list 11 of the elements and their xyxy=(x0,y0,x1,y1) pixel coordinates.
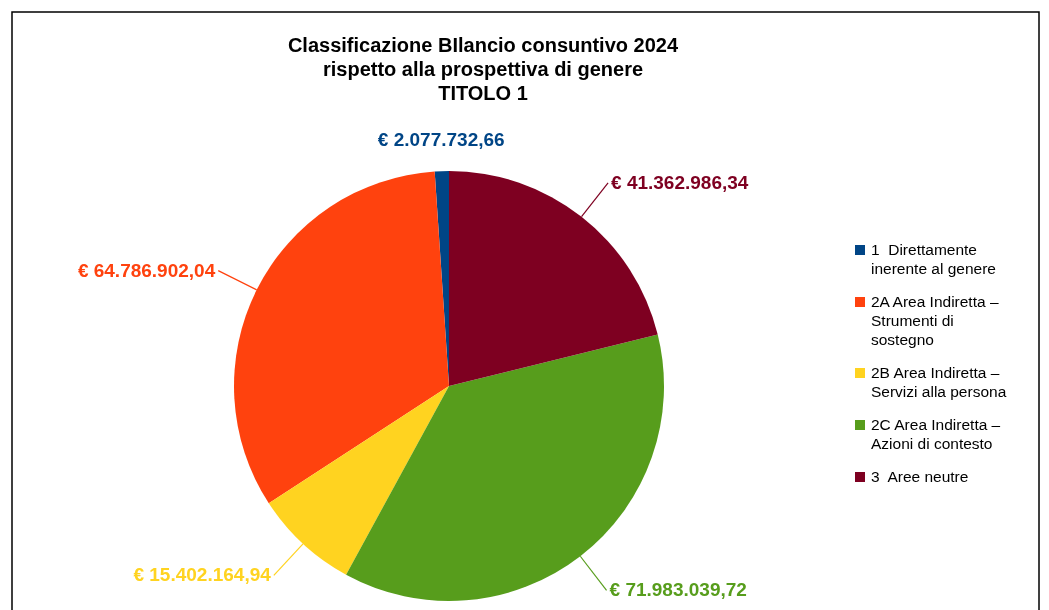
data-label: € 15.402.164,94 xyxy=(133,564,272,586)
legend-label: 2B Area Indiretta – Servizi alla persona xyxy=(871,364,1007,400)
chart-title: Classificazione BIlancio consuntivo 2024 rispetto alla prospettiva di genere TITOLO 1 xyxy=(287,34,679,104)
data-label: € 64.786.902,04 xyxy=(77,259,216,281)
data-label: € 2.077.732,66 xyxy=(377,128,505,150)
legend-label: 1 Direttamente inerente al genere xyxy=(871,241,996,277)
data-label: € 71.983.039,72 xyxy=(609,579,747,601)
legend-label: 3 Aree neutre xyxy=(871,468,969,485)
data-label: € 41.362.986,34 xyxy=(611,171,749,193)
legend-label: 2A Area Indiretta – Strumenti di sostegno xyxy=(871,293,999,348)
legend-label: 2C Area Indiretta – Azioni di contesto xyxy=(871,416,1001,452)
